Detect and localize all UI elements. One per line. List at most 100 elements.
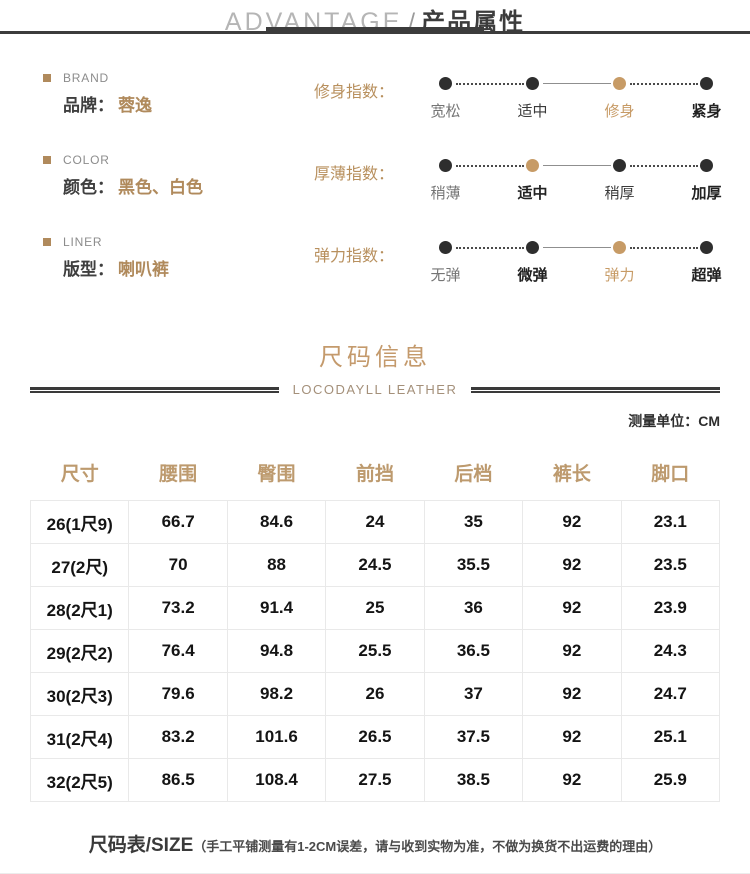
attr-key: 品牌： xyxy=(63,96,114,115)
scale-option: 超弹 xyxy=(629,241,750,285)
scale-option: 宽松 xyxy=(402,77,489,121)
scale-dot-icon xyxy=(700,77,713,90)
table-row: 28(2尺1) 73.2 91.4 25 36 92 23.9 xyxy=(29,586,721,630)
table-row: 27(2尺) 70 88 24.5 35.5 92 23.5 xyxy=(29,543,721,587)
scale-track: 宽松 适中 修身 紧身 xyxy=(402,77,750,121)
cell-front-rise: 24.5 xyxy=(325,543,425,587)
double-line-left xyxy=(30,386,279,393)
attr-value-line: 版型： 喇叭裤 xyxy=(63,255,314,280)
scale-option: 适中 xyxy=(455,77,576,121)
scale-thickness: 厚薄指数： 稍薄 适中 稍厚 加厚 xyxy=(314,145,750,203)
attr-row-liner: LINER 版型： 喇叭裤 弹力指数： 无弹 微弹 弹力 超弹 xyxy=(43,227,750,285)
cell-length: 92 xyxy=(522,543,622,587)
attr-liner: LINER 版型： 喇叭裤 xyxy=(43,227,314,285)
cell-hip: 101.6 xyxy=(226,715,327,759)
scale-dot-highlighted-icon xyxy=(526,159,539,172)
scale-option-label: 微弹 xyxy=(517,267,548,284)
scale-name: 弹力指数： xyxy=(313,248,394,265)
attr-row-brand: BRAND 品牌： 蓉逸 修身指数： 宽松 适中 修身 紧身 xyxy=(43,63,750,121)
scale-name: 修身指数： xyxy=(313,84,394,101)
attr-tag-en: COLOR xyxy=(63,153,110,167)
cell-leg-opening: 23.9 xyxy=(620,586,721,630)
scale-option-label: 修身 xyxy=(604,103,635,120)
scale-option-label: 弹力 xyxy=(604,267,635,284)
scale-option: 稍厚 xyxy=(542,159,663,203)
attr-value: 黑色、白色 xyxy=(118,178,203,197)
cell-back-rise: 36.5 xyxy=(423,629,524,673)
scale-option-label: 紧身 xyxy=(691,103,722,120)
cell-hip: 84.6 xyxy=(226,500,327,544)
header-underline-bar xyxy=(266,27,484,34)
cell-size: 28(2尺1) xyxy=(29,586,130,630)
bullet-square-icon xyxy=(43,156,51,164)
cell-back-rise: 36 xyxy=(423,586,524,630)
cell-back-rise: 38.5 xyxy=(423,758,524,802)
cell-back-rise: 37.5 xyxy=(423,715,524,759)
cell-back-rise: 37 xyxy=(423,672,524,716)
col-header-back-rise: 后档 xyxy=(454,464,493,485)
cell-hip: 108.4 xyxy=(226,758,327,802)
scale-dot-icon xyxy=(439,77,452,90)
cell-leg-opening: 25.1 xyxy=(620,715,721,759)
double-line-right xyxy=(471,386,721,393)
cell-leg-opening: 24.7 xyxy=(620,672,721,716)
attr-value-line: 颜色： 黑色、白色 xyxy=(63,173,314,198)
scale-option: 紧身 xyxy=(629,77,750,121)
scale-option-selected: 弹力 xyxy=(542,241,663,285)
scale-option-selected: 适中 xyxy=(455,159,576,203)
scale-name: 厚薄指数： xyxy=(313,166,394,183)
cell-length: 92 xyxy=(522,629,622,673)
scale-dot-icon xyxy=(439,159,452,172)
col-header-front-rise: 前挡 xyxy=(355,464,394,485)
cell-size: 29(2尺2) xyxy=(29,629,130,673)
cell-back-rise: 35 xyxy=(423,500,524,544)
cell-hip: 94.8 xyxy=(226,629,327,673)
cell-hip: 88 xyxy=(226,543,327,587)
scale-option-label: 稍薄 xyxy=(430,185,461,202)
attr-value: 喇叭裤 xyxy=(118,260,169,279)
table-row: 29(2尺2) 76.4 94.8 25.5 36.5 92 24.3 xyxy=(29,629,721,673)
attr-row-color: COLOR 颜色： 黑色、白色 厚薄指数： 稍薄 适中 稍厚 加厚 xyxy=(43,145,750,203)
cell-front-rise: 25 xyxy=(325,586,425,630)
section-header-advantage: ADVANTAGE / 产品属性 xyxy=(0,0,750,38)
scale-option: 加厚 xyxy=(629,159,750,203)
scale-dot-icon xyxy=(613,159,626,172)
cell-front-rise: 24 xyxy=(325,500,425,544)
scale-option: 微弹 xyxy=(455,241,576,285)
bullet-square-icon xyxy=(43,238,51,246)
scale-option-selected: 修身 xyxy=(542,77,663,121)
scale-option-label: 适中 xyxy=(517,103,548,120)
footnote-title: 尺码表/SIZE xyxy=(88,835,194,856)
scale-option: 无弹 xyxy=(402,241,489,285)
cell-waist: 76.4 xyxy=(128,629,228,673)
scale-option: 稍薄 xyxy=(402,159,489,203)
scale-dot-highlighted-icon xyxy=(613,77,626,90)
attr-key: 版型： xyxy=(63,260,114,279)
cell-back-rise: 35.5 xyxy=(423,543,524,587)
header-separator: / xyxy=(408,9,416,36)
attr-color: COLOR 颜色： 黑色、白色 xyxy=(43,145,314,203)
cell-length: 92 xyxy=(522,758,622,802)
cell-waist: 66.7 xyxy=(128,500,228,544)
scale-dot-icon xyxy=(700,159,713,172)
attr-key: 颜色： xyxy=(63,178,114,197)
table-row: 32(2尺5) 86.5 108.4 27.5 38.5 92 25.9 xyxy=(29,758,721,802)
col-header-waist: 腰围 xyxy=(159,464,198,485)
scale-dot-highlighted-icon xyxy=(613,241,626,254)
cell-leg-opening: 23.1 xyxy=(620,500,721,544)
cell-length: 92 xyxy=(522,500,622,544)
cell-waist: 73.2 xyxy=(128,586,228,630)
cell-size: 30(2尺3) xyxy=(29,672,130,716)
attr-value: 蓉逸 xyxy=(118,96,152,115)
size-chart-footnote: 尺码表/SIZE（手工平铺测量有1-2CM误差，请与收到实物为准，不做为换货不出… xyxy=(0,830,750,857)
size-table: 尺寸 腰围 臀围 前挡 后档 裤长 脚口 26(1尺9) 66.7 84.6 24 35… xyxy=(29,447,721,802)
table-row: 31(2尺4) 83.2 101.6 26.5 37.5 92 25.1 xyxy=(29,715,721,759)
size-section-title: 尺码信息 xyxy=(319,344,431,371)
table-row: 26(1尺9) 66.7 84.6 24 35 92 23.1 xyxy=(29,500,721,544)
attr-brand: BRAND 品牌： 蓉逸 xyxy=(43,63,314,121)
size-table-header-row: 尺寸 腰围 臀围 前挡 后档 裤长 脚口 xyxy=(31,447,720,501)
cell-leg-opening: 24.3 xyxy=(620,629,721,673)
size-section-header: 尺码信息 LOCODAYLL LEATHER xyxy=(0,337,750,397)
scale-dot-icon xyxy=(439,241,452,254)
cell-front-rise: 26.5 xyxy=(325,715,425,759)
